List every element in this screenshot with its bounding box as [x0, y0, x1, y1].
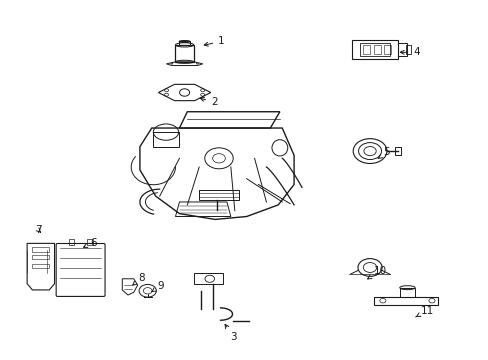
Bar: [175, 45, 193, 62]
Bar: [397, 43, 407, 56]
Bar: [87, 239, 92, 244]
Bar: [179, 41, 190, 45]
Text: 6: 6: [83, 238, 97, 248]
Bar: [32, 255, 49, 259]
Bar: [359, 43, 389, 56]
Bar: [405, 45, 410, 54]
Text: 4: 4: [400, 47, 419, 57]
Bar: [373, 297, 437, 305]
Text: 9: 9: [151, 281, 163, 292]
Bar: [373, 45, 380, 54]
Text: 8: 8: [132, 273, 144, 285]
Bar: [384, 45, 390, 54]
Text: 2: 2: [200, 98, 217, 107]
Text: 3: 3: [224, 324, 236, 342]
Bar: [394, 147, 400, 155]
Bar: [68, 239, 74, 244]
Text: 5: 5: [377, 148, 389, 158]
Text: 11: 11: [415, 306, 433, 317]
Bar: [32, 247, 49, 252]
Text: 10: 10: [367, 266, 386, 279]
Text: 7: 7: [35, 225, 41, 235]
Bar: [32, 264, 49, 268]
Bar: [399, 288, 414, 297]
Bar: [363, 45, 369, 54]
Bar: [153, 132, 178, 147]
Text: 1: 1: [204, 36, 224, 46]
